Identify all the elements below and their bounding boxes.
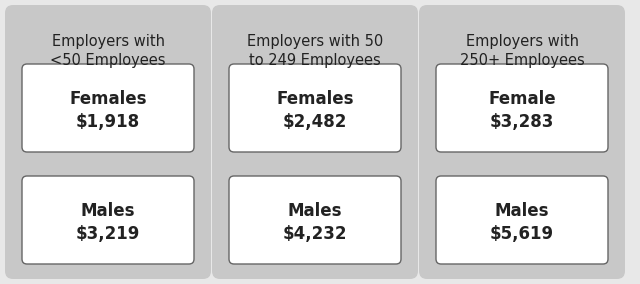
- Text: $5,619: $5,619: [490, 225, 554, 243]
- FancyBboxPatch shape: [22, 64, 194, 152]
- FancyBboxPatch shape: [419, 5, 625, 279]
- FancyBboxPatch shape: [5, 5, 211, 279]
- Text: Employers with
250+ Employees: Employers with 250+ Employees: [460, 34, 584, 68]
- FancyBboxPatch shape: [229, 64, 401, 152]
- Text: Employers with 50
to 249 Employees: Employers with 50 to 249 Employees: [247, 34, 383, 68]
- Text: Males: Males: [81, 202, 135, 220]
- FancyBboxPatch shape: [212, 5, 418, 279]
- Text: $3,283: $3,283: [490, 113, 554, 131]
- Text: $2,482: $2,482: [283, 113, 347, 131]
- Text: $1,918: $1,918: [76, 113, 140, 131]
- Text: Females: Females: [276, 90, 354, 108]
- Text: $4,232: $4,232: [283, 225, 348, 243]
- FancyBboxPatch shape: [22, 176, 194, 264]
- Text: Males: Males: [495, 202, 549, 220]
- Text: Female: Female: [488, 90, 556, 108]
- Text: Females: Females: [69, 90, 147, 108]
- Text: Employers with
<50 Employees: Employers with <50 Employees: [51, 34, 166, 68]
- FancyBboxPatch shape: [436, 64, 608, 152]
- Text: $3,219: $3,219: [76, 225, 140, 243]
- FancyBboxPatch shape: [229, 176, 401, 264]
- Text: Males: Males: [288, 202, 342, 220]
- FancyBboxPatch shape: [436, 176, 608, 264]
